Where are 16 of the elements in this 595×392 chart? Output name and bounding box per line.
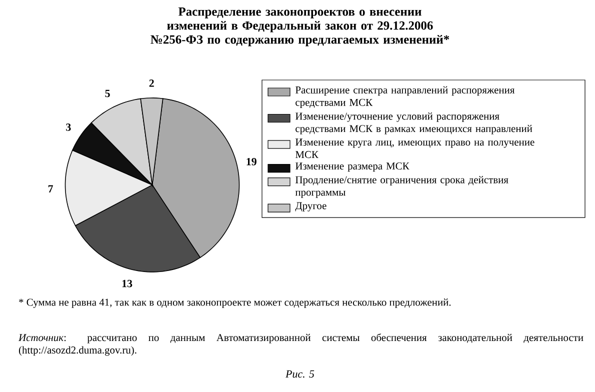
legend-label: Изменение круга лиц, имеющих право на получение МСК xyxy=(296,138,534,158)
legend-label: Изменение размера МСК xyxy=(296,162,410,172)
data-label: 19 xyxy=(246,158,256,166)
data-label: 3 xyxy=(66,124,71,131)
data-label: 5 xyxy=(105,90,110,98)
legend-label: Другое xyxy=(295,202,326,212)
legend-label: Продление/снятие ограничения срока действия программы xyxy=(295,176,508,198)
legend-label: Расширение спектра направлений распоряжения средствами МСК xyxy=(296,86,515,108)
chart-title: Распределение законопроектов о внесении изменений в Федеральный закон от 29.12.2006 №256-ФЗ по содержанию предлагаемых изменений* xyxy=(150,8,450,46)
text: Рис. 5 xyxy=(285,370,314,378)
data-label: 13 xyxy=(122,280,132,288)
legend-label: Изменение/уточнение условий распоряжения средствами МСК в рамках имеющихся направлений xyxy=(296,112,532,134)
text: Источник: рассчитано по данным Автоматизированной системы обеспечения законодательной деятельности (http://asozd2.duma.gov.ru). xyxy=(18,334,584,356)
text: * Сумма не равна 41, так как в одном законопроекте может содержаться несколько предложений. xyxy=(19,298,451,308)
data-label: 2 xyxy=(149,80,154,87)
data-label: 7 xyxy=(48,185,53,192)
